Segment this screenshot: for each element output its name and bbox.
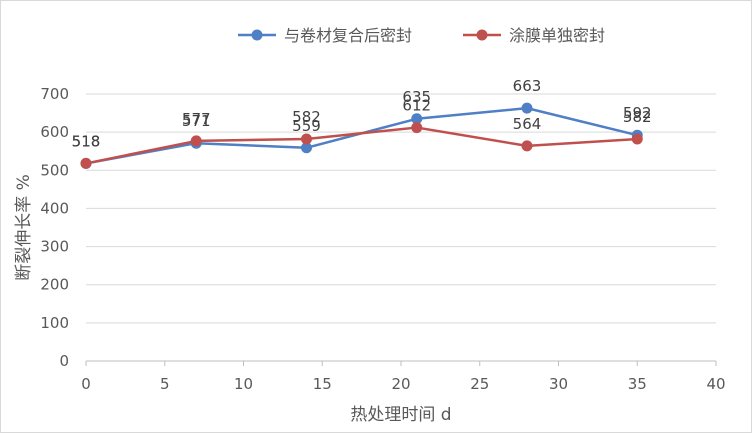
axes: 0 100 200 300 400 500 600 700 0 5 10 15 20 25 30 35 40 bbox=[40, 85, 725, 393]
data-label: 571 bbox=[182, 112, 211, 130]
data-point bbox=[631, 133, 643, 145]
legend-label: 与卷材复合后密封 bbox=[284, 26, 412, 45]
data-label: 663 bbox=[513, 77, 542, 95]
gridlines bbox=[86, 93, 716, 324]
data-label: 592 bbox=[623, 104, 652, 122]
data-label: 518 bbox=[72, 132, 101, 150]
data-point bbox=[190, 135, 202, 147]
data-point bbox=[521, 140, 533, 152]
y-axis-title: 断裂伸长率 % bbox=[14, 174, 34, 281]
x-tick-label: 35 bbox=[628, 375, 647, 393]
x-tick-label: 10 bbox=[234, 375, 253, 393]
data-label: 582 bbox=[292, 108, 321, 126]
x-axis-title: 热处理时间 d bbox=[350, 405, 451, 425]
x-tick-label: 15 bbox=[313, 375, 332, 393]
x-tick-label: 20 bbox=[391, 375, 410, 393]
y-tick-label: 600 bbox=[40, 123, 69, 141]
data-point bbox=[80, 157, 92, 169]
series bbox=[80, 102, 643, 169]
series-line-2 bbox=[85, 126, 638, 165]
data-point bbox=[521, 102, 533, 114]
x-tick-label: 30 bbox=[549, 375, 568, 393]
legend: 与卷材复合后密封 涂膜单独密封 bbox=[238, 26, 605, 45]
x-tick-label: 40 bbox=[706, 375, 725, 393]
y-tick-label: 100 bbox=[40, 314, 69, 332]
y-tick-label: 200 bbox=[40, 276, 69, 294]
data-label: 577 bbox=[182, 110, 211, 128]
data-label: 559 bbox=[292, 117, 321, 135]
data-point bbox=[411, 122, 423, 134]
legend-marker bbox=[476, 29, 488, 41]
data-point bbox=[411, 113, 423, 125]
y-tick-label: 500 bbox=[40, 161, 69, 179]
data-label: 564 bbox=[513, 115, 542, 133]
y-tick-label: 700 bbox=[40, 85, 69, 103]
legend-label: 涂膜单独密封 bbox=[509, 26, 605, 45]
x-tick-label: 0 bbox=[81, 375, 91, 393]
data-point bbox=[301, 142, 312, 154]
data-point bbox=[301, 133, 312, 145]
data-label: 612 bbox=[402, 97, 431, 115]
y-tick-label: 0 bbox=[59, 352, 69, 370]
y-tick-label: 300 bbox=[40, 238, 69, 256]
x-tick-label: 25 bbox=[470, 375, 489, 393]
data-label: 582 bbox=[623, 108, 652, 126]
data-label: 635 bbox=[402, 88, 431, 106]
legend-marker bbox=[251, 29, 263, 41]
data-label: 518 bbox=[72, 132, 101, 150]
x-tick-label: 5 bbox=[160, 375, 170, 393]
y-tick-label: 400 bbox=[40, 199, 69, 217]
